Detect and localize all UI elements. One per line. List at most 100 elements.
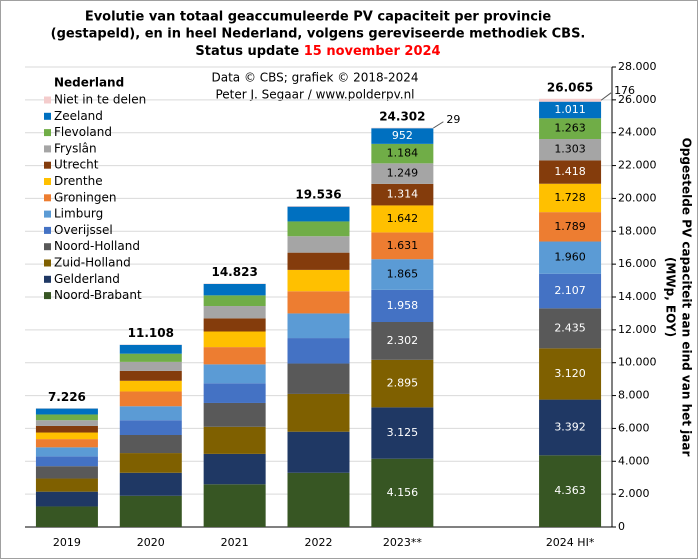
bar-segment xyxy=(539,160,602,184)
x-tick-label: 2024 HI* xyxy=(546,536,595,549)
bar-segment xyxy=(35,456,98,467)
bar-segment xyxy=(203,383,266,403)
bar-segment xyxy=(119,370,182,381)
bar-segment xyxy=(35,408,98,415)
bar-segment xyxy=(287,252,350,270)
bar-segment xyxy=(203,283,266,296)
legend-label: Noord-Holland xyxy=(54,239,140,253)
bar-segment xyxy=(119,344,182,354)
data-label: 176 xyxy=(614,84,635,97)
bar-segment xyxy=(203,306,266,319)
bar-segment xyxy=(287,431,350,473)
y-tick-label: 6.000 xyxy=(618,421,650,434)
bar-segment xyxy=(203,484,266,527)
bar-segment xyxy=(539,139,602,161)
chart-subtitle: Status update 15 november 2024 xyxy=(195,44,440,59)
y-tick-label: 28.000 xyxy=(618,60,657,73)
bar-segment xyxy=(203,295,266,307)
legend-swatch xyxy=(44,178,51,185)
leader-line xyxy=(433,121,444,129)
y-tick-label: 16.000 xyxy=(618,257,657,270)
legend-label: Zuid-Holland xyxy=(54,256,131,270)
bar-segment xyxy=(371,289,434,323)
data-label: 2.895 xyxy=(387,377,419,390)
data-label: 1.865 xyxy=(387,268,419,281)
data-label: 1.631 xyxy=(387,239,419,252)
legend-swatch xyxy=(44,292,51,300)
bar-segment xyxy=(203,347,266,365)
chart-title: Evolutie van totaal geaccumuleerde PV ca… xyxy=(85,10,552,25)
data-label: 1.184 xyxy=(387,147,419,160)
y-tick-label: 2.000 xyxy=(618,487,650,500)
subtitle: Status update xyxy=(195,44,299,59)
y-tick-label: 22.000 xyxy=(618,159,657,172)
data-label: 2.302 xyxy=(387,334,419,347)
bar-segment xyxy=(287,338,350,364)
y-tick-label: 12.000 xyxy=(618,323,657,336)
bar-segment xyxy=(539,273,602,309)
data-label: 2.435 xyxy=(554,321,586,334)
legend-label: Groningen xyxy=(54,190,116,204)
y-axis-label: (MWp, EOY) xyxy=(664,257,678,337)
bar-segment xyxy=(371,205,434,233)
bar-segment xyxy=(203,426,266,454)
data-label: 1.011 xyxy=(554,103,586,116)
legend-title: Nederland xyxy=(54,76,124,90)
legend-label: Fryslân xyxy=(54,141,97,155)
bar-segment xyxy=(371,128,434,144)
data-label: 3.125 xyxy=(387,426,419,439)
leader-line xyxy=(600,92,612,101)
x-tick-label: 2022 xyxy=(305,536,333,549)
data-label: 1.728 xyxy=(554,191,586,204)
bar-segment xyxy=(119,420,182,435)
bar-segment xyxy=(287,221,350,237)
bar-segment xyxy=(287,269,350,292)
bar-segment xyxy=(287,236,350,253)
bar-segment xyxy=(35,478,98,492)
bar-segment xyxy=(539,212,602,242)
bar-segment xyxy=(371,322,434,360)
bar-segment xyxy=(539,348,602,400)
legend-swatch xyxy=(44,129,51,137)
bar-segment xyxy=(35,414,98,421)
legend-label: Flevoland xyxy=(54,125,112,139)
bar-segment xyxy=(371,458,434,527)
bar-segment xyxy=(287,206,350,222)
legend-label: Niet in te delen xyxy=(54,93,146,107)
y-tick-label: 14.000 xyxy=(618,290,657,303)
y-tick-label: 26.000 xyxy=(618,93,657,106)
bar-segment xyxy=(539,183,602,213)
chart-title: (gestapeld), en in heel Nederland, volge… xyxy=(51,27,586,42)
bar-segment xyxy=(203,402,266,427)
bar-segment xyxy=(119,380,182,392)
data-label: 2.107 xyxy=(554,284,586,297)
bar-segment xyxy=(35,420,98,426)
legend-swatch xyxy=(44,226,51,234)
annotation: Data © CBS; grafiek © 2018-2024 xyxy=(212,71,419,85)
bar-segment xyxy=(35,447,98,457)
bar-segment xyxy=(287,206,350,207)
bar-segment xyxy=(287,291,350,314)
bar-segment xyxy=(119,391,182,407)
bar-segment xyxy=(539,98,602,102)
y-tick-label: 10.000 xyxy=(618,356,657,369)
bar-segment xyxy=(287,472,350,527)
bar-segment xyxy=(35,506,98,527)
x-tick-label: 2021 xyxy=(221,536,249,549)
bar-segment xyxy=(371,359,434,408)
x-tick-label: 2020 xyxy=(137,536,165,549)
bar-segment xyxy=(119,435,182,454)
y-tick-label: 20.000 xyxy=(618,191,657,204)
bar-segment xyxy=(35,491,98,507)
data-label: 1.314 xyxy=(387,188,419,201)
data-label: 1.958 xyxy=(387,299,419,312)
bar-segment xyxy=(539,101,602,119)
bar-segment xyxy=(539,308,602,349)
data-label: 952 xyxy=(392,129,413,142)
total-label: 14.823 xyxy=(211,265,257,279)
legend-label: Zeeland xyxy=(54,109,103,123)
bar-segment xyxy=(539,399,602,456)
data-label: 1.249 xyxy=(387,167,419,180)
bar-segment xyxy=(287,363,350,394)
